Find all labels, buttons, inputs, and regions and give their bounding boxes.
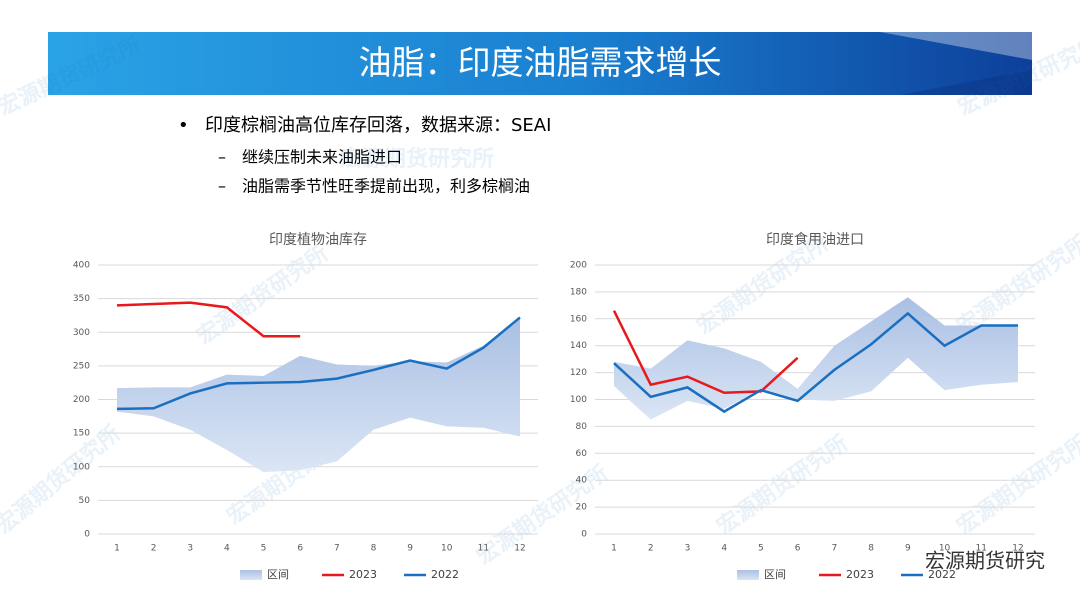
legend-label: 2022 [431,568,459,581]
series-line [116,316,521,411]
y-tick-label: 0 [84,530,90,540]
x-tick-label: 11 [976,544,987,554]
x-tick-label: 2 [648,544,654,554]
series-line [613,311,1018,414]
header-bar [48,32,1032,95]
bullet-main: 印度棕榈油高位库存回落，数据来源：SEAI [205,115,551,136]
x-tick-label: 3 [187,544,193,554]
y-tick-label: 150 [73,429,90,439]
x-tick-label: 1 [611,544,617,554]
y-tick-label: 250 [73,361,90,371]
x-tick-label: 3 [685,544,691,554]
range-band [117,318,520,473]
bullet-sub: 继续压制未来油脂进口 [242,148,402,167]
y-tick-label: 40 [576,476,588,486]
x-tick-label: 9 [407,544,413,554]
x-tick-label: 1 [114,544,120,554]
legend-label: 2023 [846,568,874,581]
legend-label: 2022 [928,568,956,581]
x-tick-label: 2 [151,544,157,554]
header-stripes [880,32,1032,95]
legend-label: 2023 [349,568,377,581]
y-tick-label: 400 [73,261,90,271]
y-tick-label: 120 [570,368,587,378]
watermark: 宏源期货研究所 [340,146,494,172]
chart-title: 印度植物油库存 [269,232,367,248]
x-tick-label: 4 [224,544,230,554]
x-tick-label: 10 [939,544,951,554]
y-tick-label: 300 [73,328,90,338]
series-line [116,301,301,338]
y-tick-label: 200 [73,395,90,405]
watermark: 宏源期货研究所 [0,420,126,539]
bullet-dot: • [178,115,189,136]
y-tick-label: 80 [576,422,588,432]
x-tick-label: 5 [261,544,267,554]
y-tick-label: 100 [570,395,587,405]
legend-swatch [240,570,262,580]
y-tick-label: 20 [576,503,588,513]
logo-text: 宏源期货研究 [925,549,1045,573]
x-tick-label: 4 [721,544,727,554]
watermark: 宏源期货研究所 [192,240,333,350]
chart-title: 印度食用油进口 [766,231,864,248]
y-tick-label: 100 [73,462,90,472]
watermark: 宏源期货研究所 [952,230,1080,340]
bullet-sub: 油脂需季节性旺季提前出现，利多棕榈油 [242,177,530,196]
x-tick-label: 12 [514,544,525,554]
legend-swatch [737,570,759,580]
legend-label: 区间 [267,568,289,581]
x-tick-label: 7 [334,544,340,554]
x-tick-label: 8 [371,544,377,554]
y-tick-label: 200 [570,261,587,271]
x-tick-label: 8 [868,544,874,554]
y-tick-label: 180 [570,287,587,297]
legend-label: 区间 [764,568,786,581]
watermark: 宏源期货研究所 [712,430,853,540]
y-tick-label: 160 [570,314,587,324]
y-tick-label: 0 [581,530,587,540]
sub-dash: – [218,148,226,167]
sub-dash: – [218,177,226,196]
watermark: 宏源期货研究所 [472,460,613,570]
y-tick-label: 60 [576,449,588,459]
y-tick-label: 140 [570,341,587,351]
x-tick-label: 6 [795,544,801,554]
x-tick-label: 9 [905,544,911,554]
x-tick-label: 7 [831,544,837,554]
y-tick-label: 50 [79,496,91,506]
x-tick-label: 5 [758,544,764,554]
x-tick-label: 10 [441,544,453,554]
watermark: 宏源期货研究所 [952,430,1080,540]
y-tick-label: 350 [73,294,90,304]
x-tick-label: 6 [297,544,303,554]
slide-title: 油脂：印度油脂需求增长 [359,43,722,82]
series-line [612,310,799,395]
x-tick-label: 12 [1012,544,1023,554]
x-tick-label: 11 [478,544,489,554]
